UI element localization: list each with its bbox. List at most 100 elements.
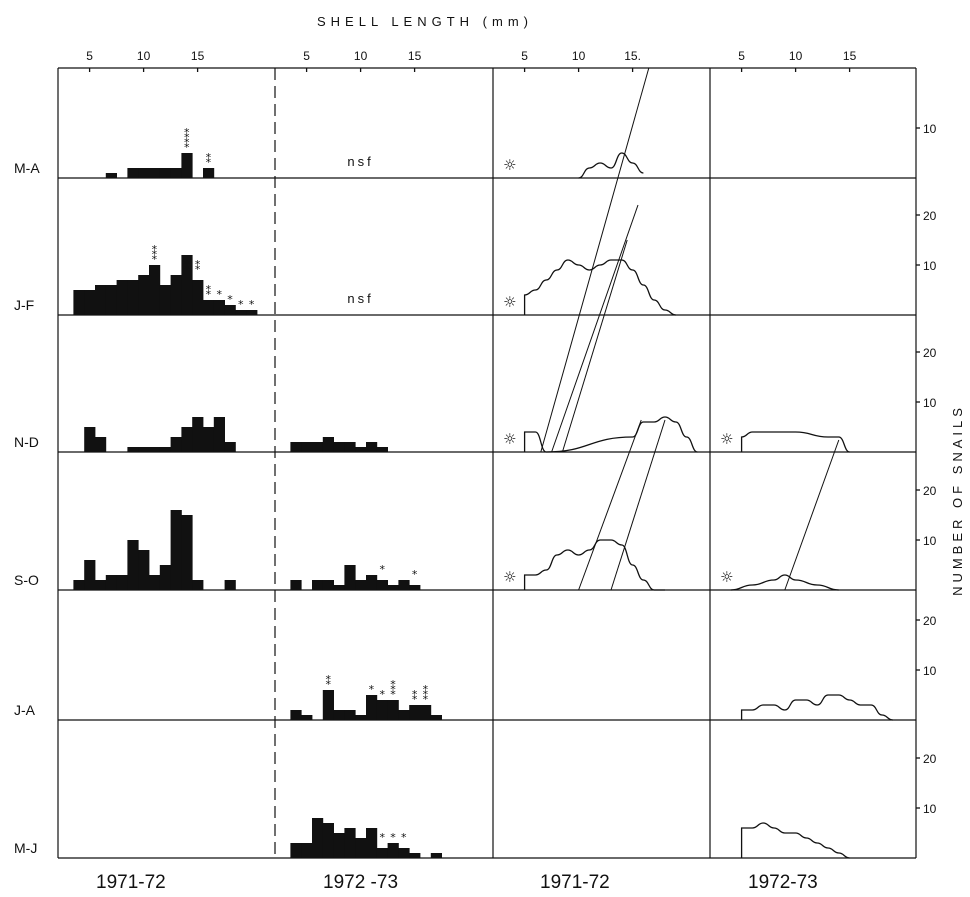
histogram-bar bbox=[344, 565, 356, 590]
column-label: 1972 -73 bbox=[323, 872, 398, 893]
histogram-bar bbox=[224, 580, 236, 590]
histogram-bar bbox=[376, 848, 388, 858]
column-label: 1971-72 bbox=[96, 872, 166, 893]
histogram-bar bbox=[387, 700, 399, 720]
histogram-bar bbox=[235, 310, 247, 315]
histogram-bar bbox=[355, 715, 367, 720]
asterisk-marker: * bbox=[184, 136, 190, 149]
histogram-bar bbox=[322, 690, 334, 720]
histogram-bar bbox=[246, 310, 258, 315]
histogram-bar bbox=[376, 580, 388, 590]
column-label: 1972-73 bbox=[748, 872, 818, 893]
histogram-bar bbox=[224, 305, 236, 315]
histogram-bar bbox=[159, 168, 171, 178]
histogram-bar bbox=[344, 710, 356, 720]
histogram-bar bbox=[322, 580, 334, 590]
y-tick-label: 20 bbox=[923, 484, 937, 498]
row-label: M-A bbox=[14, 160, 40, 176]
histogram-bar bbox=[224, 442, 236, 452]
asterisk-marker: * bbox=[184, 126, 190, 139]
asterisk-marker: * bbox=[195, 258, 201, 271]
x-tick-label: 10 bbox=[789, 49, 803, 63]
asterisk-marker: * bbox=[390, 678, 396, 691]
histogram-bar bbox=[192, 280, 204, 315]
x-tick-label: 15. bbox=[624, 49, 641, 63]
chart-title: SHELL LENGTH (mm) bbox=[317, 14, 533, 29]
sun-symbol: ☼ bbox=[503, 568, 516, 586]
histogram-bar bbox=[213, 417, 225, 452]
y-tick-label: 10 bbox=[923, 802, 937, 816]
histogram-bar bbox=[290, 710, 302, 720]
asterisk-marker: * bbox=[184, 141, 190, 154]
y-tick-label: 10 bbox=[923, 534, 937, 548]
x-tick-label: 5 bbox=[738, 49, 745, 63]
growth-line bbox=[561, 239, 628, 453]
histogram-bar bbox=[409, 705, 421, 720]
distribution-curve bbox=[740, 822, 850, 859]
asterisk-marker: * bbox=[152, 248, 158, 261]
asterisk-marker: * bbox=[412, 688, 418, 701]
asterisk-marker: * bbox=[227, 293, 233, 306]
row-label: J-A bbox=[14, 702, 36, 718]
histogram-bar bbox=[84, 427, 96, 452]
histogram-bar bbox=[95, 285, 107, 315]
sun-symbol: ☼ bbox=[503, 293, 516, 311]
histogram-bar bbox=[181, 515, 193, 590]
asterisk-marker: * bbox=[184, 258, 190, 271]
histogram-bar bbox=[398, 710, 410, 720]
x-tick-label: 5 bbox=[303, 49, 310, 63]
distribution-curve bbox=[740, 694, 893, 721]
asterisk-marker: * bbox=[184, 131, 190, 144]
y-tick-label: 20 bbox=[923, 346, 937, 360]
histogram-bar bbox=[138, 550, 150, 590]
x-tick-label: 10 bbox=[137, 49, 151, 63]
distribution-curve bbox=[523, 259, 676, 316]
distribution-curve bbox=[578, 152, 644, 179]
histogram-bar bbox=[159, 565, 171, 590]
asterisk-marker: * bbox=[249, 298, 255, 311]
asterisk-marker: * bbox=[390, 831, 396, 844]
histogram-bar bbox=[290, 442, 302, 452]
sun-symbol: ☼ bbox=[720, 568, 733, 586]
x-tick-label: 5 bbox=[521, 49, 528, 63]
histogram-bar bbox=[366, 442, 378, 452]
distribution-curve bbox=[523, 416, 698, 453]
histogram-bar bbox=[409, 853, 421, 858]
histogram-bar bbox=[181, 153, 193, 178]
histogram-bar bbox=[149, 265, 161, 315]
asterisk-marker: * bbox=[379, 831, 385, 844]
asterisk-marker: * bbox=[206, 283, 212, 296]
asterisk-marker: * bbox=[184, 263, 190, 276]
histogram-bar bbox=[105, 575, 117, 590]
asterisk-marker: * bbox=[152, 243, 158, 256]
histogram-bar bbox=[170, 168, 182, 178]
histogram-bar bbox=[149, 575, 161, 590]
histogram-bar bbox=[95, 437, 107, 452]
asterisk-marker: * bbox=[412, 693, 418, 706]
histogram-bar bbox=[376, 447, 388, 452]
histogram-bar bbox=[322, 437, 334, 452]
histogram-bar bbox=[192, 417, 204, 452]
histogram-bar bbox=[116, 280, 128, 315]
histogram-bar bbox=[170, 275, 182, 315]
asterisk-marker: * bbox=[325, 673, 331, 686]
histogram-bar bbox=[84, 560, 96, 590]
no-snails-found-label: nsf bbox=[347, 291, 373, 306]
histogram-bar bbox=[344, 442, 356, 452]
asterisk-marker: * bbox=[379, 688, 385, 701]
asterisk-marker: * bbox=[206, 288, 212, 301]
histogram-bar bbox=[366, 695, 378, 720]
growth-line bbox=[610, 419, 666, 591]
sun-symbol: ☼ bbox=[503, 156, 516, 174]
histogram-bar bbox=[95, 580, 107, 590]
histogram-bar bbox=[138, 168, 150, 178]
histogram-bar bbox=[333, 833, 345, 858]
histogram-bar bbox=[73, 290, 85, 315]
row-label: J-F bbox=[14, 297, 34, 313]
histogram-bar bbox=[420, 705, 432, 720]
y-tick-label: 20 bbox=[923, 614, 937, 628]
histogram-bar bbox=[290, 843, 302, 858]
histogram-bar bbox=[127, 280, 139, 315]
x-tick-label: 10 bbox=[572, 49, 586, 63]
histogram-bar bbox=[203, 300, 215, 315]
